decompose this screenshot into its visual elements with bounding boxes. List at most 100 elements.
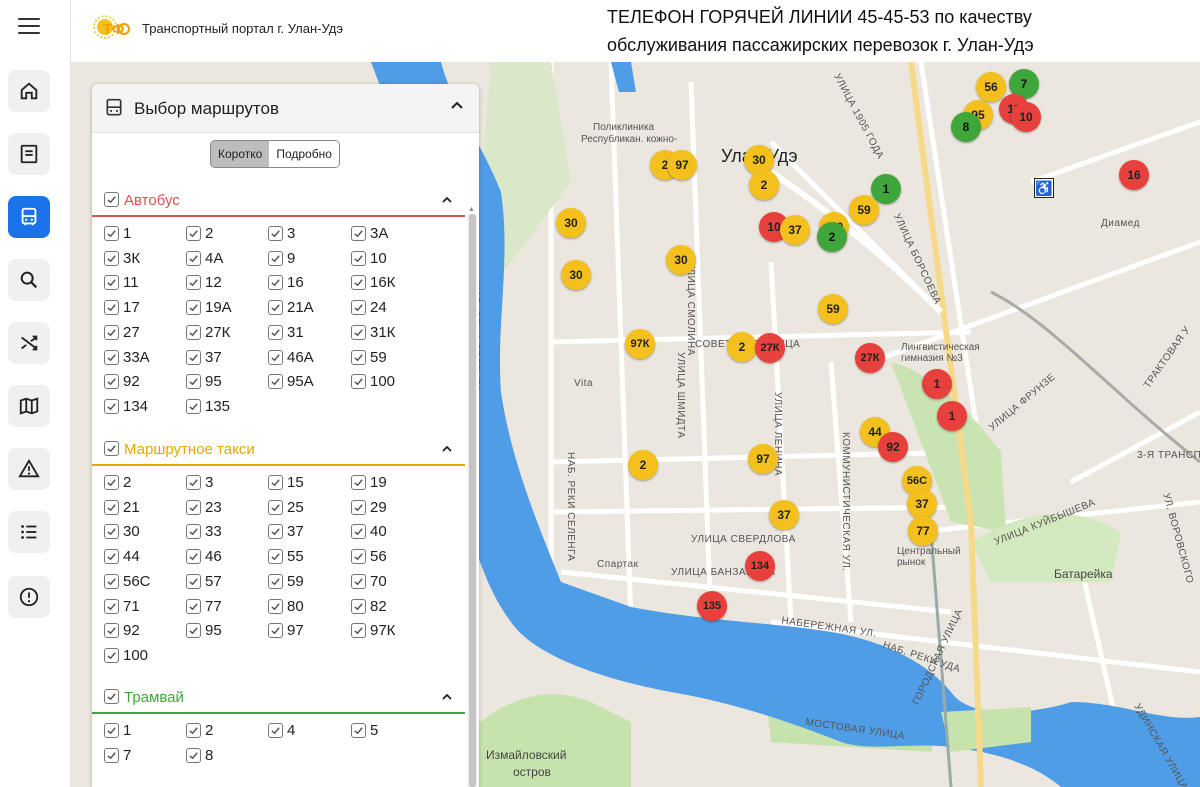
chevron-up-icon[interactable] [441,194,453,206]
checkbox-icon[interactable] [186,623,201,639]
checkbox-icon[interactable] [186,499,201,515]
checkbox-icon[interactable] [351,300,366,316]
checkbox-icon[interactable] [351,524,366,540]
route-checkbox[interactable]: 3 [186,474,213,491]
route-checkbox[interactable]: 1 [104,722,131,739]
checkbox-icon[interactable] [268,573,283,589]
checkbox-icon[interactable] [351,475,366,490]
route-checkbox[interactable]: 37 [268,523,304,540]
checkbox-icon[interactable] [268,275,283,291]
checkbox-icon[interactable] [104,723,119,738]
route-checkbox[interactable]: 135 [186,398,230,415]
route-checkbox[interactable]: 46А [268,349,314,366]
portal-title[interactable]: Транспортный портал г. Улан-Удэ [142,21,344,36]
info-button[interactable] [8,576,50,618]
vehicle-pin-taxi[interactable]: 2 [749,170,779,200]
route-checkbox[interactable]: 2 [186,225,213,242]
checkbox-icon[interactable] [186,374,201,390]
vehicle-pin-bus[interactable]: 27К [755,333,785,363]
news-button[interactable] [8,133,50,175]
vehicle-pin-taxi[interactable]: 2 [628,450,658,480]
checkbox-icon[interactable] [104,573,119,589]
vehicle-pin-taxi[interactable]: 97К [625,329,655,359]
checkbox-icon[interactable] [351,349,366,365]
checkbox-icon[interactable] [186,300,201,316]
route-checkbox[interactable]: 95А [268,373,314,390]
category-header[interactable]: Маршрутное такси [92,438,465,464]
vehicle-pin-bus[interactable]: 1 [922,369,952,399]
checkbox-icon[interactable] [104,549,119,565]
vehicle-pin-taxi[interactable]: 2 [727,332,757,362]
checkbox-icon[interactable] [268,475,283,490]
checkbox-icon[interactable] [104,349,119,365]
checkbox-icon[interactable] [186,324,201,340]
route-checkbox[interactable]: 95 [186,622,222,639]
checkbox-icon[interactable] [268,250,283,266]
list-button[interactable] [8,511,50,553]
vehicle-pin-taxi[interactable]: 59 [818,294,848,324]
route-checkbox[interactable]: 77 [186,598,222,615]
vehicle-pin-taxi[interactable]: 30 [666,245,696,275]
checkbox-icon[interactable] [104,475,119,490]
checkbox-icon[interactable] [351,573,366,589]
route-checkbox[interactable]: 19А [186,299,232,316]
route-checkbox[interactable]: 5 [351,722,378,739]
routes-button[interactable] [8,196,50,238]
checkbox-icon[interactable] [268,623,283,639]
vehicle-pin-taxi[interactable]: 59 [849,195,879,225]
route-checkbox[interactable]: 82 [351,598,387,615]
checkbox-icon[interactable] [186,398,201,414]
route-checkbox[interactable]: 92 [104,373,140,390]
route-checkbox[interactable]: 33А [104,349,150,366]
checkbox-icon[interactable] [351,374,366,390]
category-header[interactable]: Трамвай [92,686,465,712]
route-checkbox[interactable]: 25 [268,499,304,516]
route-checkbox[interactable]: 15 [268,474,304,491]
checkbox-icon[interactable] [186,250,201,266]
vehicle-pin-taxi[interactable]: 97 [667,150,697,180]
category-header[interactable]: Автобус [92,189,465,215]
route-checkbox[interactable]: 70 [351,573,387,590]
route-checkbox[interactable]: 59 [268,573,304,590]
checkbox-icon[interactable] [104,524,119,540]
alerts-button[interactable] [8,448,50,490]
route-checkbox[interactable]: 1 [104,225,131,242]
checkbox-icon[interactable] [186,275,201,291]
checkbox-icon[interactable] [351,549,366,565]
checkbox-icon[interactable] [104,747,119,763]
route-checkbox[interactable]: 46 [186,548,222,565]
category-checkbox[interactable] [104,441,119,456]
checkbox-icon[interactable] [104,275,119,291]
checkbox-icon[interactable] [268,598,283,614]
route-checkbox[interactable]: 92 [104,622,140,639]
route-checkbox[interactable]: 44 [104,548,140,565]
checkbox-icon[interactable] [351,226,366,241]
route-checkbox[interactable]: 56 [351,548,387,565]
chevron-up-icon[interactable] [441,691,453,703]
route-checkbox[interactable]: 21 [104,499,140,516]
vehicle-pin-bus[interactable]: 1 [937,401,967,431]
checkbox-icon[interactable] [268,349,283,365]
chevron-up-icon[interactable] [449,98,465,114]
toggle-detailed[interactable]: Подробно [269,141,339,167]
checkbox-icon[interactable] [186,349,201,365]
vehicle-pin-tram[interactable]: 2 [817,222,847,252]
checkbox-icon[interactable] [268,226,283,241]
checkbox-icon[interactable] [351,275,366,291]
route-checkbox[interactable]: 3К [104,250,140,267]
checkbox-icon[interactable] [104,300,119,316]
route-checkbox[interactable]: 97 [268,622,304,639]
vehicle-pin-bus[interactable]: 135 [697,591,727,621]
checkbox-icon[interactable] [104,623,119,639]
checkbox-icon[interactable] [186,747,201,763]
checkbox-icon[interactable] [186,549,201,565]
route-checkbox[interactable]: 31 [268,324,304,341]
route-checkbox[interactable]: 31К [351,324,395,341]
checkbox-icon[interactable] [351,324,366,340]
route-checkbox[interactable]: 30 [104,523,140,540]
home-button[interactable] [8,70,50,112]
checkbox-icon[interactable] [351,723,366,738]
route-checkbox[interactable]: 4 [268,722,295,739]
checkbox-icon[interactable] [351,250,366,266]
vehicle-pin-taxi[interactable]: 37 [907,489,937,519]
